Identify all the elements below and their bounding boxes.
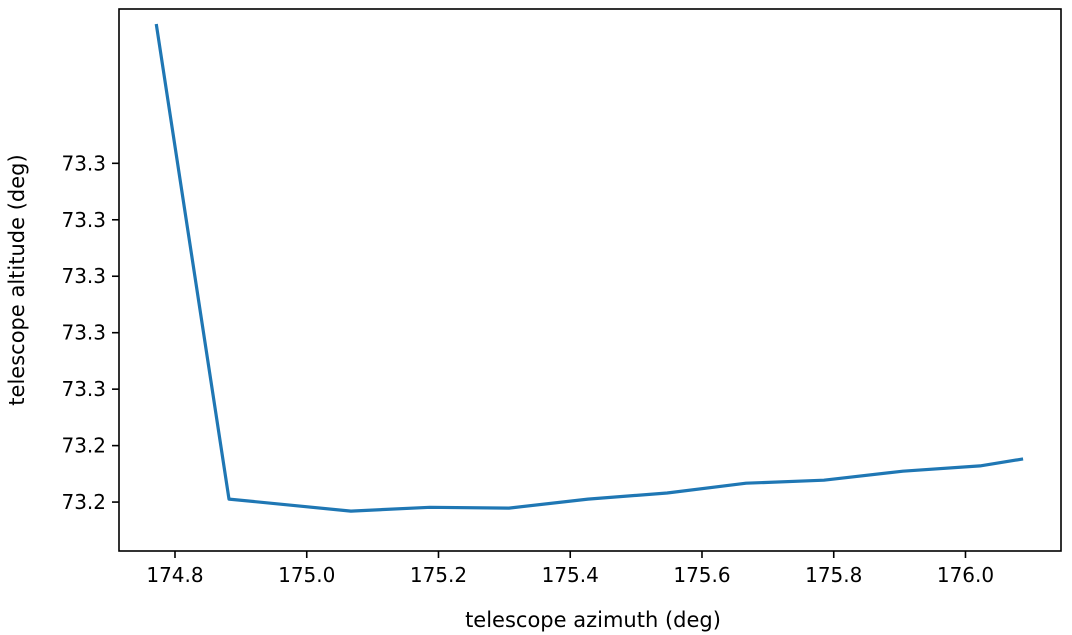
y-axis-ticks: 73.2 73.2 73.3 73.3 73.3 73.3 73.3 — [61, 151, 119, 514]
series-line — [154, 23, 1024, 513]
y-tick-label: 73.3 — [61, 377, 106, 401]
x-tick-label: 176.0 — [937, 563, 994, 587]
y-axis-label: telescope altitude (deg) — [5, 154, 29, 405]
x-axis-ticks: 174.8 175.0 175.2 175.4 175.6 175.8 176.0 — [146, 551, 994, 587]
x-tick-label: 175.4 — [542, 563, 599, 587]
series-layer — [154, 23, 1024, 513]
y-tick-label: 73.3 — [61, 208, 106, 232]
x-tick-label: 175.6 — [673, 563, 730, 587]
plot-frame — [118, 8, 1062, 552]
x-tick-label: 175.0 — [278, 563, 335, 587]
y-tick-label: 73.3 — [61, 321, 106, 345]
x-tick-label: 175.2 — [410, 563, 467, 587]
y-tick-label: 73.3 — [61, 151, 106, 175]
y-tick-label: 73.2 — [61, 434, 106, 458]
x-axis-label: telescope azimuth (deg) — [465, 608, 721, 632]
y-tick-label: 73.3 — [61, 264, 106, 288]
x-tick-label: 174.8 — [146, 563, 203, 587]
x-tick-label: 175.8 — [805, 563, 862, 587]
y-tick-label: 73.2 — [61, 490, 106, 514]
